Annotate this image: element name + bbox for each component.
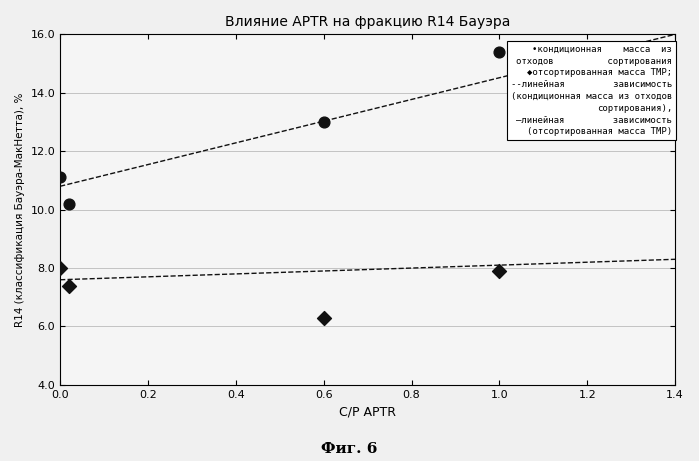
Point	[318, 314, 329, 321]
X-axis label: C/P APTR: C/P APTR	[339, 405, 396, 418]
Y-axis label: R14 (классификация Бауэра-МакНетта), %: R14 (классификация Бауэра-МакНетта), %	[15, 93, 25, 327]
Point	[64, 282, 75, 290]
Point	[55, 264, 66, 272]
Text: •кондиционная    масса  из
отходов          сортирования
◆отсортированная масса : •кондиционная масса из отходов сортирова…	[511, 45, 672, 136]
Text: Фиг. 6: Фиг. 6	[322, 443, 377, 456]
Point	[55, 174, 66, 181]
Point	[493, 267, 505, 275]
Point	[64, 200, 75, 207]
Point	[493, 48, 505, 56]
Title: Влияние APTR на фракцию R14 Бауэра: Влияние APTR на фракцию R14 Бауэра	[225, 15, 510, 29]
Point	[318, 118, 329, 126]
